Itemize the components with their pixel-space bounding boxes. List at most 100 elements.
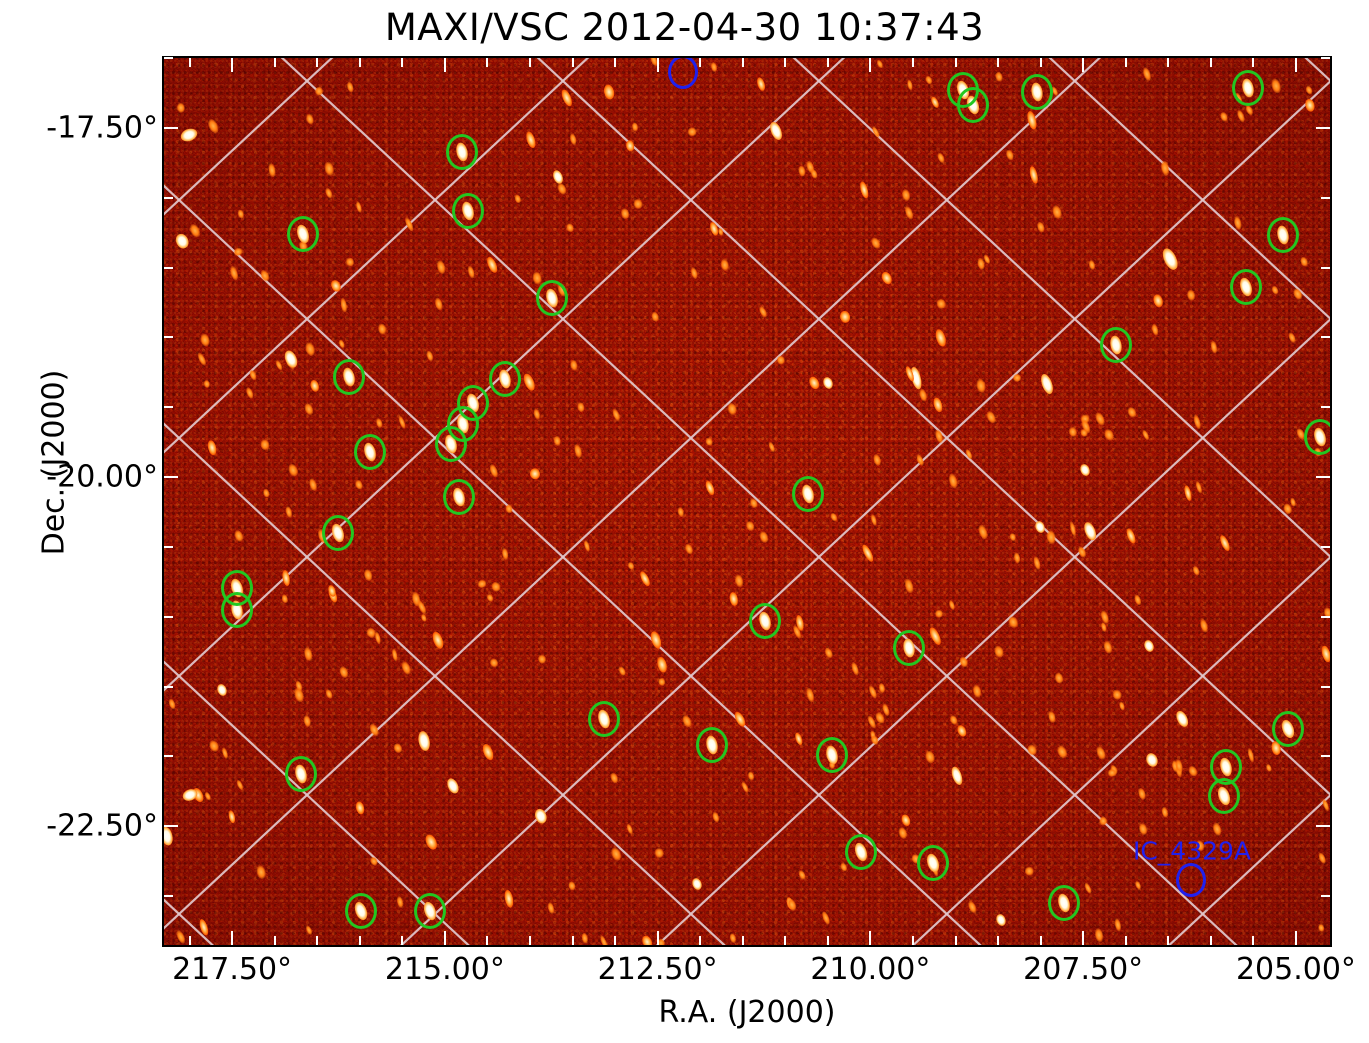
detection-circle[interactable] <box>435 426 467 462</box>
detection-circle[interactable] <box>1230 269 1262 305</box>
y-tick-minor-left <box>164 895 173 898</box>
detection-circle[interactable] <box>1100 327 1132 363</box>
x-tick-minor-top <box>273 58 276 67</box>
grid-line-diag-a <box>280 58 1238 945</box>
x-tick-major-bottom <box>1082 931 1085 945</box>
y-tick-major-right <box>1316 476 1330 479</box>
detection-circle[interactable] <box>845 834 877 870</box>
x-tick-minor-top <box>358 58 361 67</box>
detection-circle[interactable] <box>893 630 925 666</box>
x-tick-minor-bottom <box>699 936 702 945</box>
y-tick-minor-right <box>1321 336 1330 339</box>
x-tick-minor-bottom <box>486 936 489 945</box>
x-tick-minor-top <box>188 58 191 67</box>
detection-circle[interactable] <box>917 845 949 881</box>
detection-circle[interactable] <box>792 476 824 512</box>
detection-circle[interactable] <box>588 701 620 737</box>
x-tick-major-top <box>1082 58 1085 72</box>
y-tick-minor-right <box>1321 615 1330 618</box>
sky-image-plot[interactable]: IC_4329A <box>164 58 1330 945</box>
detection-circle[interactable] <box>1208 778 1240 814</box>
detection-circle[interactable] <box>1021 74 1053 110</box>
x-tick-minor-top <box>911 58 914 67</box>
grid-line-diag-b <box>164 58 334 216</box>
target-circle[interactable] <box>1176 863 1206 897</box>
x-axis-title: R.A. (J2000) <box>658 995 836 1030</box>
detection-circle[interactable] <box>749 603 781 639</box>
x-tick-minor-top <box>1252 58 1255 67</box>
grid-line-diag-a <box>164 660 470 945</box>
x-tick-label: 205.00° <box>1235 952 1356 987</box>
y-tick-minor-left <box>164 685 173 688</box>
x-tick-minor-bottom <box>784 936 787 945</box>
detection-circle[interactable] <box>696 727 728 763</box>
x-tick-minor-top <box>1167 58 1170 67</box>
y-tick-minor-left <box>164 196 173 199</box>
detection-circle[interactable] <box>452 193 484 229</box>
x-tick-minor-bottom <box>1039 936 1042 945</box>
x-tick-minor-top <box>1124 58 1127 67</box>
detection-circle[interactable] <box>345 893 377 929</box>
x-tick-major-bottom <box>1294 931 1297 945</box>
detection-circle[interactable] <box>287 216 319 252</box>
y-tick-minor-right <box>1321 196 1330 199</box>
detection-circle[interactable] <box>1272 711 1304 747</box>
detection-circle[interactable] <box>536 280 568 316</box>
detection-circle[interactable] <box>816 737 848 773</box>
y-tick-minor-right <box>1321 685 1330 688</box>
x-tick-label: 212.50° <box>597 952 718 987</box>
detection-circle[interactable] <box>285 756 317 792</box>
grid-line-diag-b <box>164 58 590 454</box>
x-tick-minor-bottom <box>188 936 191 945</box>
y-tick-minor-right <box>1321 545 1330 548</box>
x-tick-label: 207.50° <box>1023 952 1144 987</box>
detection-circle[interactable] <box>322 515 354 551</box>
x-tick-minor-top <box>784 58 787 67</box>
x-tick-label: 215.00° <box>384 952 505 987</box>
detection-circle[interactable] <box>333 359 365 395</box>
grid-line-diag-b <box>655 318 1330 945</box>
x-tick-minor-bottom <box>826 936 829 945</box>
x-tick-minor-bottom <box>1209 936 1212 945</box>
y-tick-minor-left <box>164 406 173 409</box>
target-circle[interactable] <box>668 58 698 89</box>
detection-circle[interactable] <box>1267 217 1299 253</box>
x-tick-minor-bottom <box>571 936 574 945</box>
detection-circle[interactable] <box>957 87 989 123</box>
detection-circle[interactable] <box>1304 419 1330 455</box>
detection-circle[interactable] <box>446 134 478 170</box>
detection-circle[interactable] <box>221 592 253 628</box>
y-tick-minor-right <box>1321 895 1330 898</box>
detection-circle[interactable] <box>414 893 446 929</box>
y-axis-title: Dec. (J2000) <box>36 369 72 556</box>
grid-line-diag-a <box>1048 58 1330 320</box>
detection-circle[interactable] <box>354 434 386 470</box>
detection-circle[interactable] <box>489 361 521 397</box>
detection-circle[interactable] <box>1232 70 1264 106</box>
y-tick-minor-left <box>164 615 173 618</box>
y-tick-minor-left <box>164 266 173 269</box>
detection-circle[interactable] <box>443 479 475 515</box>
x-tick-minor-top <box>699 58 702 67</box>
y-tick-label: -17.50° <box>46 110 158 146</box>
x-tick-minor-top <box>826 58 829 67</box>
grid-line-diag-b <box>164 58 846 692</box>
grid-line-diag-b <box>911 556 1330 945</box>
x-tick-major-top <box>1294 58 1297 72</box>
x-tick-major-top <box>656 58 659 72</box>
x-tick-minor-bottom <box>401 936 404 945</box>
x-tick-minor-bottom <box>1124 936 1127 945</box>
x-tick-minor-bottom <box>1252 936 1255 945</box>
y-tick-minor-left <box>164 545 173 548</box>
x-tick-minor-bottom <box>1167 936 1170 945</box>
x-tick-minor-bottom <box>273 936 276 945</box>
x-tick-minor-top <box>571 58 574 67</box>
detection-circle[interactable] <box>1048 885 1080 921</box>
y-tick-major-left <box>164 476 178 479</box>
x-tick-major-top <box>869 58 872 72</box>
y-tick-minor-right <box>1321 406 1330 409</box>
x-tick-minor-bottom <box>528 936 531 945</box>
x-tick-minor-bottom <box>954 936 957 945</box>
x-tick-minor-top <box>954 58 957 67</box>
